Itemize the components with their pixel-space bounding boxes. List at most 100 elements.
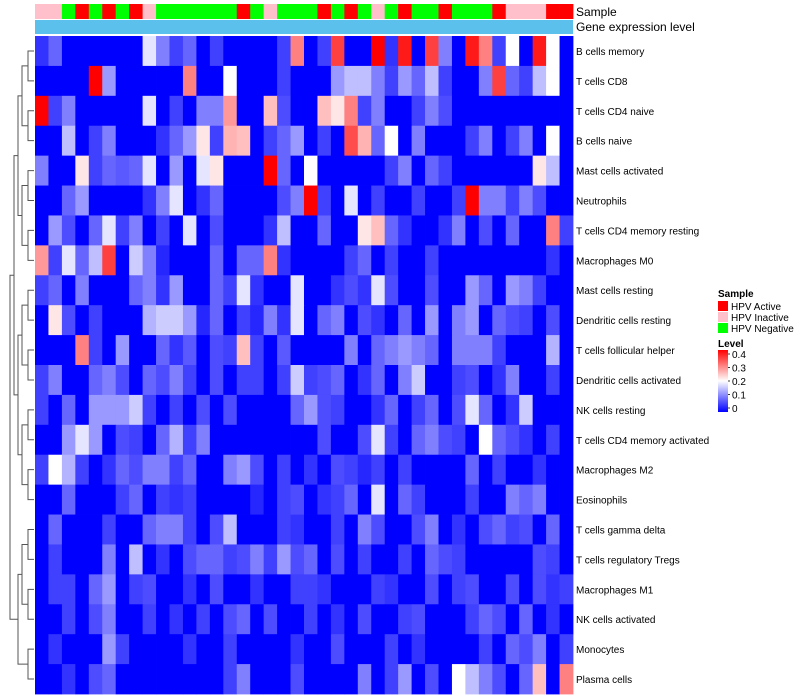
heatmap-cell [196,424,211,456]
row-label: Dendritic cells activated [576,376,681,387]
heatmap-cell [290,215,305,246]
heatmap-cell [357,424,372,456]
heatmap-cell [290,544,305,575]
heatmap-cell [223,394,238,426]
heatmap-cell [519,305,534,336]
heatmap-cell [277,514,291,545]
heatmap-cell [478,275,493,306]
heatmap-cell [505,484,520,515]
heatmap-cell [519,36,534,67]
heatmap-cell [546,275,560,306]
heatmap-cell [425,454,439,486]
heatmap-cell [411,484,426,515]
heatmap-cell [129,454,143,486]
heatmap-cell [223,664,238,695]
heatmap-cell [236,245,251,276]
heatmap-cell [277,155,291,186]
heatmap-cell [236,604,251,635]
heatmap-cell [384,125,399,157]
heatmap-cell [478,394,493,426]
heatmap-cell [546,365,560,396]
dendrogram-branch [17,573,28,665]
heatmap-cell [546,65,560,97]
heatmap-cell [290,454,305,486]
heatmap-cell [196,454,211,486]
heatmap-cell [277,394,291,426]
heatmap-cell [371,155,386,186]
heatmap-cell [75,574,90,605]
heatmap-cell [546,394,560,426]
heatmap-cell [438,155,453,186]
heatmap-cell [75,275,90,306]
heatmap-cell [290,65,305,97]
heatmap-cell [102,185,117,216]
heatmap-cell [384,95,399,127]
heatmap-cell [304,544,318,575]
heatmap-cell [546,634,560,665]
heatmap-cell [88,335,103,366]
heatmap-cell [398,604,412,635]
heatmap-cell [451,215,466,246]
heatmap-cell [546,424,560,456]
heatmap-cell [438,454,453,486]
heatmap-cell [519,335,534,366]
heatmap-cell [209,245,224,276]
heatmap-cell [371,424,386,456]
heatmap-cell [492,424,507,456]
heatmap-cell [330,36,345,67]
heatmap-cell [61,95,76,127]
heatmap-cell [357,335,372,366]
heatmap-cell [438,335,453,366]
heatmap-cell [196,305,211,336]
heatmap-cell [182,275,197,306]
heatmap-cell [209,394,224,426]
heatmap-cell [236,574,251,605]
heatmap-cell [532,335,547,366]
heatmap-cell [559,454,574,486]
heatmap-cell [156,604,170,635]
heatmap-cell [398,365,412,396]
heatmap-cell [371,604,386,635]
heatmap-cell [505,125,520,157]
heatmap-cell [317,424,332,456]
heatmap-cell [156,424,170,456]
heatmap-cell [371,335,386,366]
heatmap-cell [61,185,76,216]
heatmap-cell [438,245,453,276]
heatmap-cell [384,335,399,366]
heatmap-cell [357,185,372,216]
heatmap-cell [344,574,359,605]
heatmap-cell [304,365,318,396]
heatmap-cell [48,36,63,67]
heatmap-cell [519,365,534,396]
heatmap-cell [330,394,345,426]
heatmap-cell [505,275,520,306]
heatmap-cell [492,514,507,545]
heatmap-cell [129,604,143,635]
heatmap-cell [156,544,170,575]
heatmap-cell [182,155,197,186]
heatmap-cell [169,394,184,426]
heatmap-cell [532,484,547,515]
heatmap-cell [478,125,493,157]
heatmap-cell [196,245,211,276]
heatmap-cell [88,305,103,336]
heatmap-cell [115,664,130,695]
heatmap-cell [209,454,224,486]
heatmap-cell [317,185,332,216]
heatmap-cell [129,544,143,575]
heatmap-cell [263,95,278,127]
heatmap-cell [263,484,278,515]
heatmap-cell [142,664,157,695]
heatmap-cell [88,544,103,575]
heatmap-cell [182,664,197,695]
heatmap-cell [519,245,534,276]
heatmap-cell [398,424,412,456]
heatmap-cell [532,574,547,605]
heatmap-cell [88,664,103,695]
heatmap-cell [371,634,386,665]
heatmap-cell [384,155,399,186]
sample-annotation-cell [492,4,507,19]
heatmap-cell [519,394,534,426]
sample-annotation-cell [88,4,103,19]
